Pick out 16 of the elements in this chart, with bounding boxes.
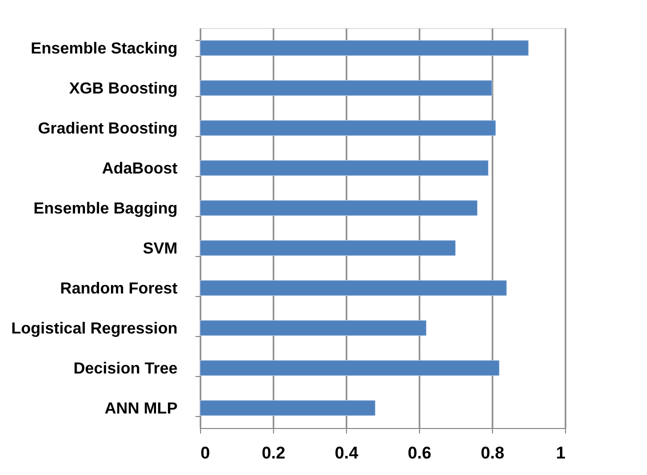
y-tick-label: XGB Boosting [69,80,178,98]
x-tick-label: 0.2 [262,444,286,462]
y-tick-label: Logistical Regression [11,320,178,338]
y-tick-label: Gradient Boosting [38,120,178,138]
y-tick-label: Ensemble Stacking [30,40,178,58]
y-tick-label: ANN MLP [104,400,178,418]
y-tick-label: SVM [142,240,178,258]
x-tick-label: 0.4 [334,444,359,462]
y-tick-label: Random Forest [60,280,178,298]
x-tick-label: 1 [556,444,566,462]
x-tick-label: 0.8 [480,444,504,462]
y-tick-label: Ensemble Bagging [33,200,178,218]
x-tick-label: 0.6 [408,444,432,462]
y-tick-label: AdaBoost [102,160,178,178]
x-tick-label: 0 [200,444,210,462]
y-tick-label: Decision Tree [73,360,178,378]
